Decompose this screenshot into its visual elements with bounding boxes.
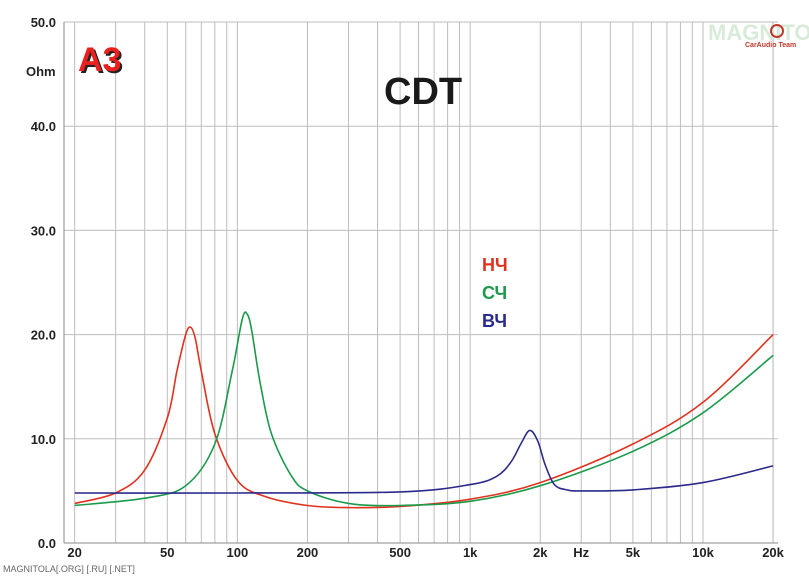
x-tick-label: 50: [160, 545, 174, 560]
badge-shadow: A3: [80, 43, 123, 81]
series-line-2: [74, 311, 774, 507]
x-tick-label: 200: [297, 545, 319, 560]
x-tick-label: 5k: [626, 545, 641, 560]
y-tick-label: 40.0: [31, 119, 56, 134]
x-tick-label: 20k: [762, 545, 784, 560]
badge-logo: A3: [78, 41, 121, 79]
logo-ring-icon: [770, 24, 784, 38]
magnitola-logo: MAGNITOLA: [708, 20, 809, 45]
x-tick-label: Hz: [573, 545, 589, 560]
chart-title: CDT: [384, 71, 462, 113]
legend: НЧ СЧ ВЧ: [482, 255, 508, 331]
y-unit-label: Ohm: [26, 64, 56, 79]
y-tick-label: 50.0: [31, 15, 56, 30]
magnitola-logo-subtitle: CarAudio Team: [745, 42, 796, 49]
x-tick-label: 100: [227, 545, 249, 560]
y-tick-labels: 0.0 10.0 20.0 30.0 40.0 50.0: [31, 15, 56, 551]
x-tick-label: 2k: [533, 545, 548, 560]
y-tick-label: 30.0: [31, 223, 56, 238]
series-line-3: [74, 429, 774, 494]
grid: [63, 21, 778, 544]
x-tick-label: 20: [67, 545, 81, 560]
footer-watermark: MAGNITOLA[.ORG] [.RU] [.NET]: [3, 564, 135, 574]
x-tick-label: 10k: [692, 545, 714, 560]
x-tick-label: 500: [389, 545, 411, 560]
y-tick-label: 20.0: [31, 328, 56, 343]
x-tick-label: 1k: [463, 545, 478, 560]
x-tick-labels: 20 50 100 200 500 1k 2k Hz 5k 10k 20k: [67, 545, 784, 560]
legend-entry-2: СЧ: [482, 283, 507, 303]
series-line-1: [74, 326, 774, 509]
y-tick-label: 10.0: [31, 432, 56, 447]
legend-entry-3: ВЧ: [482, 311, 507, 331]
plot-series: [74, 311, 774, 509]
legend-entry-1: НЧ: [482, 255, 508, 275]
y-tick-label: 0.0: [38, 536, 56, 551]
plot-background: [64, 22, 778, 543]
